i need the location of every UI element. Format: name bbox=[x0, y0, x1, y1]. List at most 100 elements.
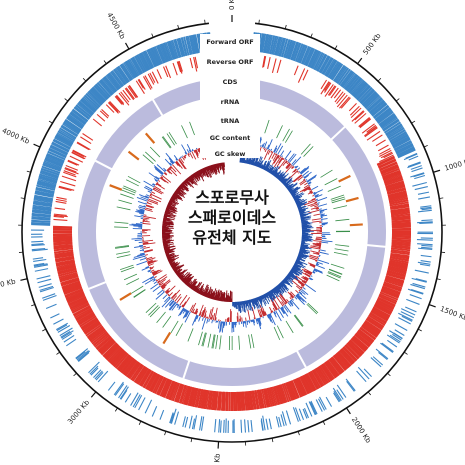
minor-tick bbox=[418, 328, 422, 332]
gc-content-bar bbox=[151, 183, 156, 187]
forward-orf-mark bbox=[85, 92, 101, 108]
forward-orf-mark bbox=[97, 81, 112, 97]
reverse-orf-mark bbox=[200, 389, 206, 409]
reverse-orf-mark bbox=[264, 388, 270, 408]
gc-content-bar bbox=[319, 212, 323, 214]
reverse-orf-mark bbox=[209, 390, 214, 410]
reverse-orf-mark bbox=[138, 368, 150, 386]
gc-content-bar bbox=[166, 169, 173, 175]
gc-content-bar bbox=[178, 307, 185, 317]
gc-skew-bar bbox=[296, 257, 305, 262]
forward-orf-mark bbox=[87, 90, 103, 106]
forward-orf-mark bbox=[140, 52, 150, 71]
reverse-orf-mark bbox=[116, 354, 130, 370]
minor-tick bbox=[258, 19, 260, 24]
gc-content-bar bbox=[131, 237, 143, 240]
forward-orf-mark bbox=[71, 109, 88, 123]
forward-orf-mark bbox=[61, 332, 73, 340]
gc-skew-bar bbox=[198, 170, 204, 179]
gc-skew-bar bbox=[300, 245, 310, 249]
forward-orf-mark bbox=[341, 71, 355, 88]
reverse-orf-mark bbox=[84, 322, 101, 335]
gc-skew-bar bbox=[164, 249, 174, 253]
gc-skew-bar bbox=[166, 207, 176, 212]
gc-skew-bar bbox=[194, 172, 199, 180]
reverse-orf-mark bbox=[193, 388, 199, 408]
minor-tick bbox=[26, 170, 31, 173]
track-label-cds: CDS bbox=[223, 78, 238, 86]
gc-content-bar bbox=[264, 311, 267, 316]
gc-skew-bar bbox=[184, 180, 190, 186]
major-tick bbox=[20, 278, 28, 281]
forward-orf-mark bbox=[49, 146, 68, 156]
gc-skew-bar bbox=[293, 196, 301, 201]
gc-content-bar bbox=[139, 252, 145, 255]
gc-content-bar bbox=[144, 254, 148, 256]
gc-content-bar bbox=[280, 307, 286, 314]
forward-orf-mark bbox=[193, 34, 199, 54]
gc-skew-bar bbox=[283, 182, 287, 186]
reverse-orf-mark bbox=[156, 377, 166, 395]
gc-skew-bar bbox=[164, 212, 177, 217]
gc-skew-bar bbox=[260, 164, 264, 169]
reverse-orf-mark bbox=[317, 366, 330, 384]
gc-content-bar bbox=[278, 295, 286, 305]
gc-content-bar bbox=[135, 211, 145, 214]
gc-content-bar bbox=[158, 278, 166, 285]
gc-skew-bar bbox=[250, 299, 254, 307]
forward-orf-mark bbox=[125, 61, 137, 78]
gc-skew-bar bbox=[199, 287, 204, 295]
trna-mark bbox=[162, 315, 172, 328]
reverse-orf-mark bbox=[350, 107, 362, 119]
gc-skew-bar bbox=[175, 189, 184, 196]
forward-orf-mark bbox=[72, 108, 89, 122]
reverse-orf-mark bbox=[382, 284, 402, 292]
gc-content-bar bbox=[268, 151, 274, 161]
gc-skew-bar bbox=[266, 292, 269, 297]
gc-skew-bar bbox=[180, 271, 189, 280]
reverse-orf-mark bbox=[54, 249, 74, 254]
reverse-orf-mark bbox=[376, 299, 395, 310]
gc-content-bar bbox=[309, 257, 318, 261]
forward-orf-mark bbox=[189, 35, 196, 55]
gc-content-bar bbox=[144, 186, 153, 192]
forward-orf-mark bbox=[394, 329, 405, 336]
gc-skew-bar bbox=[300, 216, 311, 220]
minor-tick bbox=[322, 421, 326, 425]
gc-skew-bar bbox=[251, 298, 256, 310]
tick-label: 0 Kb bbox=[228, 0, 236, 10]
trna-mark bbox=[142, 154, 154, 165]
gc-skew-bar bbox=[268, 167, 272, 173]
gc-content-bar bbox=[153, 187, 164, 194]
gc-content-bar bbox=[169, 166, 172, 169]
forward-orf-mark bbox=[147, 49, 157, 67]
reverse-orf-mark bbox=[74, 307, 92, 318]
reverse-orf-mark bbox=[333, 89, 342, 99]
gc-skew-bar bbox=[212, 164, 216, 174]
gc-skew-bar bbox=[274, 287, 281, 295]
forward-orf-mark bbox=[385, 124, 403, 137]
gc-skew-bar bbox=[211, 164, 215, 173]
gc-content-bar bbox=[268, 148, 271, 151]
gc-skew-bar bbox=[300, 216, 304, 218]
gc-skew-bar bbox=[188, 176, 194, 184]
gc-skew-bar bbox=[294, 198, 299, 202]
trna-mark bbox=[294, 314, 304, 327]
gc-skew-bar bbox=[162, 241, 174, 245]
gc-skew-bar bbox=[300, 244, 309, 247]
gc-skew-bar bbox=[163, 243, 168, 246]
forward-orf-mark bbox=[170, 40, 178, 59]
gc-skew-bar bbox=[276, 285, 284, 294]
gc-skew-bar bbox=[182, 182, 185, 185]
forward-orf-mark bbox=[35, 188, 55, 195]
trna-mark bbox=[116, 206, 131, 211]
gc-content-bar bbox=[158, 180, 161, 182]
gc-skew-bar bbox=[265, 293, 270, 299]
reverse-orf-mark bbox=[186, 386, 193, 406]
forward-orf-mark bbox=[407, 161, 421, 168]
gc-content-bar bbox=[301, 268, 312, 275]
gc-content-bar bbox=[172, 164, 182, 175]
forward-orf-mark bbox=[114, 383, 125, 396]
reverse-orf-mark bbox=[215, 391, 219, 411]
reverse-orf-mark bbox=[350, 338, 366, 353]
